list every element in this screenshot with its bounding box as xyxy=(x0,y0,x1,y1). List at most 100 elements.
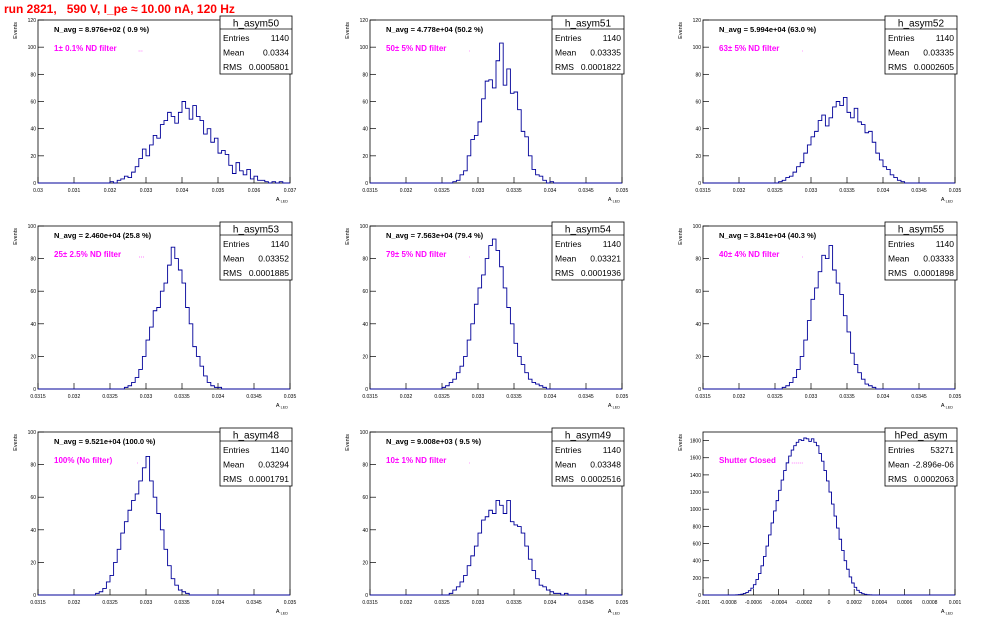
x-tick-label: 0.033 xyxy=(140,188,153,194)
x-tick-label: 0.0004 xyxy=(872,600,888,606)
x-tick-label: -0.0004 xyxy=(770,600,787,606)
stats-value: 0.0001898 xyxy=(914,268,954,278)
y-tick-label: 800 xyxy=(693,524,702,530)
x-tick-label: 0.0345 xyxy=(578,394,594,400)
stats-key: Entries xyxy=(223,239,249,249)
x-axis-label: A LED xyxy=(941,403,953,410)
y-tick-label: 0 xyxy=(698,387,701,393)
histogram-line xyxy=(370,238,622,390)
x-tick-label: 0.033 xyxy=(472,600,485,606)
y-axis-label: Events xyxy=(678,228,684,245)
x-tick-label: 0.0315 xyxy=(30,394,46,400)
y-tick-label: 100 xyxy=(360,430,369,436)
y-tick-label: 60 xyxy=(362,100,368,106)
y-tick-label: 60 xyxy=(30,100,36,106)
y-tick-label: 60 xyxy=(362,495,368,501)
stats-box xyxy=(219,427,293,487)
stats-key: RMS xyxy=(223,62,242,72)
x-tick-label: 0.0325 xyxy=(767,394,783,400)
stats-key: RMS xyxy=(555,474,574,484)
histogram-panel-h_asym53: 0 20 40 60 80 100 0.0315 0.032 0.0325 0.033 0.0335… xyxy=(13,221,297,410)
stats-value: 0.03294 xyxy=(258,460,289,470)
x-tick-label: 0.032 xyxy=(400,600,413,606)
stats-key: RMS xyxy=(223,268,242,278)
stats-key: Mean xyxy=(888,254,910,264)
y-tick-label: 120 xyxy=(693,18,702,24)
y-tick-label: 40 xyxy=(30,528,36,534)
x-tick-label: 0.035 xyxy=(284,394,297,400)
plot-frame xyxy=(37,431,291,596)
y-axis-label: Events xyxy=(678,434,684,451)
histogram-line xyxy=(703,437,955,596)
y-tick-label: 40 xyxy=(30,322,36,328)
y-axis-label: Events xyxy=(345,22,351,39)
stats-key: RMS xyxy=(888,268,907,278)
x-tick-label: 0.034 xyxy=(544,600,557,606)
stats-value: 0.0002605 xyxy=(914,62,954,72)
stats-key: Entries xyxy=(223,445,249,455)
x-tick-label: 0.035 xyxy=(949,394,962,400)
x-tick-label: 0.032 xyxy=(104,188,117,194)
x-tick-label: 0.0325 xyxy=(434,394,450,400)
histogram-panel-h_asym48: 0 20 40 60 80 100 0.0315 0.032 0.0325 0.033 0.0335… xyxy=(13,427,296,616)
x-tick-label: 0.0335 xyxy=(506,600,522,606)
histogram-line xyxy=(38,456,290,596)
y-tick-label: 60 xyxy=(362,289,368,295)
histogram-line xyxy=(370,500,622,596)
stats-value: 0.03335 xyxy=(590,48,621,58)
y-axis-label: Events xyxy=(345,434,351,451)
x-tick-label: 0.0008 xyxy=(922,600,938,606)
x-tick-label: 0.0345 xyxy=(911,394,927,400)
navg-label: N_avg = 5.994e+04 (63.0 %) xyxy=(719,25,817,34)
y-axis-label: Events xyxy=(13,228,19,245)
y-tick-label: 100 xyxy=(28,224,37,230)
y-tick-label: 60 xyxy=(30,289,36,295)
stats-key: Mean xyxy=(555,254,577,264)
y-tick-label: 40 xyxy=(695,322,701,328)
x-tick-label: 0 xyxy=(828,600,831,606)
y-tick-label: 0 xyxy=(365,593,368,599)
hist-name: h_asym51 xyxy=(565,19,612,30)
y-tick-label: 20 xyxy=(695,354,701,360)
x-tick-label: 0.0345 xyxy=(911,188,927,194)
stats-box xyxy=(551,15,625,75)
stats-value: 0.03335 xyxy=(923,48,954,58)
y-tick-label: 40 xyxy=(30,127,36,133)
x-tick-label: 0.0325 xyxy=(767,188,783,194)
x-tick-label: 0.033 xyxy=(140,600,153,606)
stats-key: Mean xyxy=(223,460,245,470)
x-tick-label: 0.035 xyxy=(212,188,225,194)
y-tick-label: 1600 xyxy=(690,456,701,462)
x-axis-label: A LED xyxy=(608,197,620,204)
stats-box xyxy=(219,221,293,281)
filter-label: 1± 0.1% ND filter xyxy=(54,44,117,53)
filter-label: Shutter Closed xyxy=(719,456,776,465)
stats-box xyxy=(551,427,625,487)
stats-key: Entries xyxy=(555,445,581,455)
x-tick-label: 0.0315 xyxy=(362,188,378,194)
stats-value: 1140 xyxy=(603,445,622,455)
filter-label: 79± 5% ND filter xyxy=(386,250,446,259)
histogram-panel-h_asym54: 0 20 40 60 80 100 0.0315 0.032 0.0325 0.033 0.0335… xyxy=(345,221,628,410)
x-axis-label: A LED xyxy=(941,197,953,204)
x-axis-label: A LED xyxy=(276,197,288,204)
y-tick-label: 200 xyxy=(693,576,702,582)
y-tick-label: 40 xyxy=(362,528,368,534)
filter-label: 50± 5% ND filter xyxy=(386,44,446,53)
y-tick-label: 1800 xyxy=(690,439,701,445)
stats-box xyxy=(884,221,958,281)
y-tick-label: 20 xyxy=(30,354,36,360)
x-tick-label: -0.0006 xyxy=(745,600,762,606)
x-tick-label: 0.0335 xyxy=(506,394,522,400)
hist-name: hPed_asym xyxy=(895,431,948,442)
stats-key: Mean xyxy=(888,48,910,58)
stats-key: RMS xyxy=(555,268,574,278)
hist-name: h_asym54 xyxy=(565,225,612,236)
stats-value: 0.0005801 xyxy=(249,62,289,72)
stats-key: RMS xyxy=(888,62,907,72)
stats-key: Entries xyxy=(888,239,914,249)
x-tick-label: 0.03 xyxy=(33,188,43,194)
y-tick-label: 40 xyxy=(362,127,368,133)
histogram-panel-h_asym51: 0 20 40 60 80 100 120 0.0315 0.032 0.0325 0.033 0.0… xyxy=(345,15,628,204)
stats-value: 1140 xyxy=(603,33,622,43)
